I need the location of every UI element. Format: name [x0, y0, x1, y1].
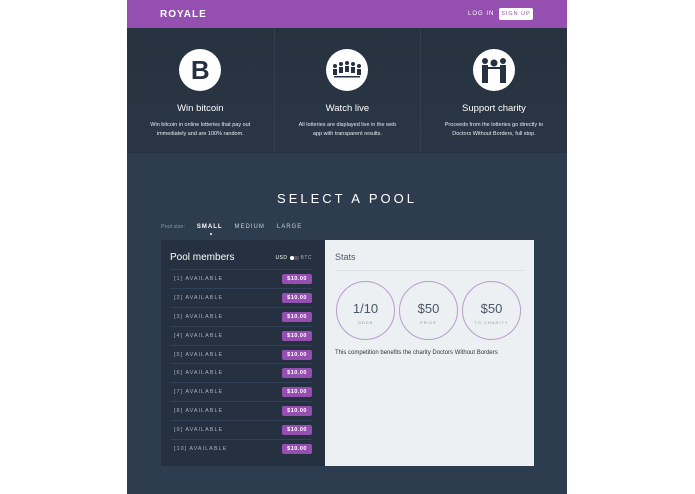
member-label: [9] AVAILABLE — [174, 427, 224, 434]
stat-odds: 1/10 ODDS — [336, 281, 395, 340]
member-label: [2] AVAILABLE — [174, 294, 224, 301]
stats-title: Stats — [335, 252, 524, 271]
member-label: [4] AVAILABLE — [174, 332, 224, 339]
login-link[interactable]: LOG IN — [468, 11, 495, 17]
member-label: [5] AVAILABLE — [174, 351, 224, 358]
tab-medium[interactable]: MEDIUM — [234, 224, 265, 230]
pool-member-row: [5] AVAILABLE $10.00 — [170, 344, 312, 364]
section-title: SELECT A POOL — [277, 191, 417, 206]
buy-button[interactable]: $10.00 — [282, 292, 312, 303]
stat-value: $50 — [480, 301, 503, 316]
buy-button[interactable]: $10.00 — [282, 406, 312, 417]
feature-title: Support charity — [462, 103, 526, 114]
stat-label: PRIZE — [420, 320, 437, 325]
feature-support-charity: Support charity Proceeds from the lotter… — [420, 28, 567, 152]
stat-prize: $50 PRIZE — [399, 281, 458, 340]
pool-member-row: [9] AVAILABLE $10.00 — [170, 420, 312, 439]
header: ROYALE LOG IN SIGN UP — [127, 0, 567, 28]
logo[interactable]: ROYALE — [160, 9, 207, 20]
currency-btc: BTC — [300, 255, 312, 261]
feature-text: Win bitcoin in online lotteries that pay… — [150, 122, 251, 137]
pool-size-selector: Pool size: SMALL MEDIUM LARGE — [161, 224, 303, 235]
feature-watch-live: Watch live All lotteries are displayed l… — [273, 28, 421, 152]
member-label: [1] AVAILABLE — [174, 275, 224, 282]
toggle-switch[interactable] — [289, 256, 299, 260]
pool-size-label: Pool size: — [161, 224, 185, 230]
member-label: [6] AVAILABLE — [174, 370, 224, 377]
feature-text: All lotteries are displayed live in the … — [298, 122, 397, 137]
buy-button[interactable]: $10.00 — [282, 330, 312, 341]
stat-value: 1/10 — [352, 301, 379, 316]
pool-member-row: [2] AVAILABLE $10.00 — [170, 287, 312, 307]
member-label: [3] AVAILABLE — [174, 313, 224, 320]
buy-button[interactable]: $10.00 — [282, 273, 312, 284]
buy-button[interactable]: $10.00 — [282, 443, 312, 454]
feature-title: Win bitcoin — [177, 103, 224, 114]
stat-label: ODDS — [357, 320, 374, 325]
feature-title: Watch live — [325, 103, 370, 114]
pool-member-row: [1] AVAILABLE $10.00 — [170, 269, 312, 288]
buy-button[interactable]: $10.00 — [282, 349, 312, 360]
buy-button[interactable]: $10.00 — [282, 311, 312, 322]
buy-button[interactable]: $10.00 — [282, 368, 312, 379]
pool-members-panel: Pool members USD BTC [1] AVAILABLE $10.00… — [161, 240, 325, 466]
tab-large[interactable]: LARGE — [276, 224, 303, 230]
feature-text: Proceeds from the lotteries go directly … — [444, 122, 544, 137]
feature-win-bitcoin: B Win bitcoin Win bitcoin in online lott… — [127, 28, 274, 152]
pool-member-row: [10] AVAILABLE $10.00 — [170, 439, 312, 458]
tab-small[interactable]: SMALL — [196, 224, 223, 235]
bitcoin-icon: B — [179, 49, 222, 91]
currency-toggle[interactable]: USD BTC — [275, 255, 312, 261]
signup-button[interactable]: SIGN UP — [499, 8, 533, 20]
pool-member-row: [7] AVAILABLE $10.00 — [170, 382, 312, 401]
charity-note: This competition benefits the charity Do… — [335, 350, 498, 356]
stat-value: $50 — [417, 301, 440, 316]
member-label: [8] AVAILABLE — [174, 408, 224, 415]
pool-member-row: [3] AVAILABLE $10.00 — [170, 306, 312, 326]
member-label: [7] AVAILABLE — [174, 389, 224, 396]
pool-member-row: [8] AVAILABLE $10.00 — [170, 401, 312, 420]
pool-members-title: Pool members — [170, 252, 235, 263]
features-section: B Win bitcoin Win bitcoin in online lott… — [127, 28, 567, 153]
currency-usd: USD — [275, 255, 288, 261]
buy-button[interactable]: $10.00 — [282, 387, 312, 398]
people-network-icon — [326, 49, 369, 91]
pool-member-row: [6] AVAILABLE $10.00 — [170, 363, 312, 382]
stat-label: TO CHARITY — [474, 320, 509, 325]
charity-handover-icon — [472, 49, 515, 91]
page: ROYALE LOG IN SIGN UP B Win bitcoin Win … — [127, 0, 567, 494]
pool-member-row: [4] AVAILABLE $10.00 — [170, 325, 312, 345]
stat-charity: $50 TO CHARITY — [462, 281, 521, 340]
member-label: [10] AVAILABLE — [174, 445, 228, 452]
stats-panel: Stats 1/10 ODDS $50 PRIZE $50 TO CHARITY Th… — [325, 240, 534, 466]
buy-button[interactable]: $10.00 — [282, 425, 312, 436]
